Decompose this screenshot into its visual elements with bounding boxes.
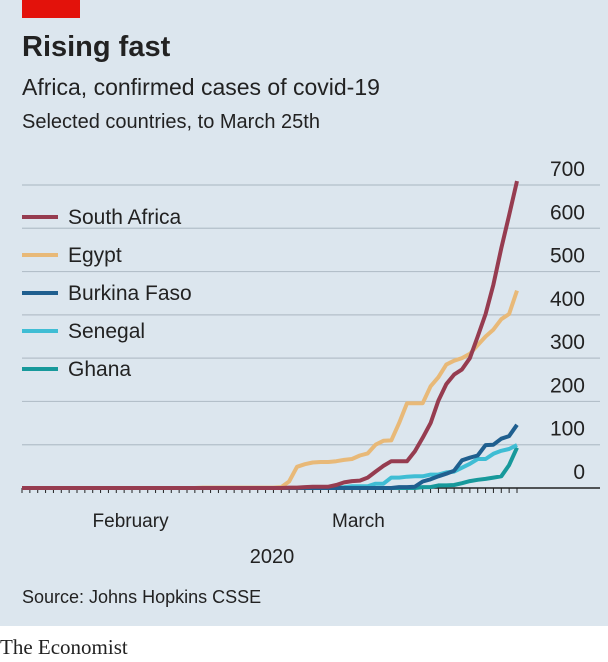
chart-subsubtitle: Selected countries, to March 25th: [22, 111, 320, 133]
y-tick-label: 600: [550, 201, 585, 224]
y-tick-label: 500: [550, 245, 585, 268]
y-tick-label: 200: [550, 374, 585, 397]
y-tick-label: 700: [550, 158, 585, 181]
x-tick-label: February: [93, 511, 170, 532]
legend-label: Ghana: [68, 358, 131, 381]
brand: The Economist: [0, 635, 128, 659]
brand-tag: [22, 0, 80, 18]
source: Source: Johns Hopkins CSSE: [22, 587, 261, 607]
chart-subtitle: Africa, confirmed cases of covid-19: [22, 74, 380, 100]
legend-label: Egypt: [68, 244, 122, 267]
legend-label: South Africa: [68, 206, 182, 229]
x-axis-label: 2020: [250, 546, 295, 568]
legend-label: Senegal: [68, 320, 145, 343]
y-tick-label: 300: [550, 331, 585, 354]
chart-title: Rising fast: [22, 31, 171, 63]
y-tick-label: 400: [550, 288, 585, 311]
legend-label: Burkina Faso: [68, 282, 192, 305]
series-line: [22, 180, 519, 490]
panel: [0, 0, 608, 626]
y-tick-label: 0: [573, 461, 585, 484]
x-tick-label: March: [332, 511, 385, 532]
y-tick-label: 100: [550, 418, 585, 441]
